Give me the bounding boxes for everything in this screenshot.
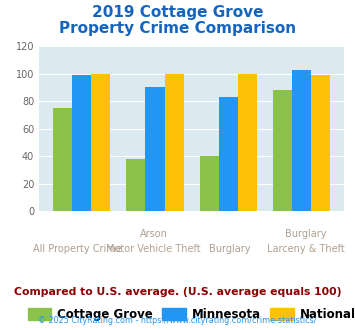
Bar bbox=[200, 156, 219, 211]
Bar bbox=[273, 90, 292, 211]
Bar bbox=[53, 108, 72, 211]
Text: © 2025 CityRating.com - https://www.cityrating.com/crime-statistics/: © 2025 CityRating.com - https://www.city… bbox=[38, 316, 317, 325]
Bar bbox=[146, 87, 164, 211]
Bar bbox=[292, 70, 311, 211]
Text: Property Crime Comparison: Property Crime Comparison bbox=[59, 21, 296, 36]
Text: Burglary: Burglary bbox=[209, 244, 251, 254]
Bar bbox=[311, 75, 331, 211]
Bar bbox=[72, 75, 91, 211]
Bar bbox=[164, 74, 184, 211]
Bar bbox=[219, 97, 238, 211]
Text: Burglary: Burglary bbox=[285, 229, 327, 239]
Bar bbox=[126, 159, 146, 211]
Text: Arson: Arson bbox=[140, 229, 168, 239]
Bar bbox=[238, 74, 257, 211]
Legend: Cottage Grove, Minnesota, National: Cottage Grove, Minnesota, National bbox=[23, 303, 355, 325]
Text: Compared to U.S. average. (U.S. average equals 100): Compared to U.S. average. (U.S. average … bbox=[14, 287, 341, 297]
Text: 2019 Cottage Grove: 2019 Cottage Grove bbox=[92, 5, 263, 20]
Text: Motor Vehicle Theft: Motor Vehicle Theft bbox=[106, 244, 201, 254]
Text: Larceny & Theft: Larceny & Theft bbox=[267, 244, 345, 254]
Text: All Property Crime: All Property Crime bbox=[33, 244, 121, 254]
Bar bbox=[91, 74, 110, 211]
